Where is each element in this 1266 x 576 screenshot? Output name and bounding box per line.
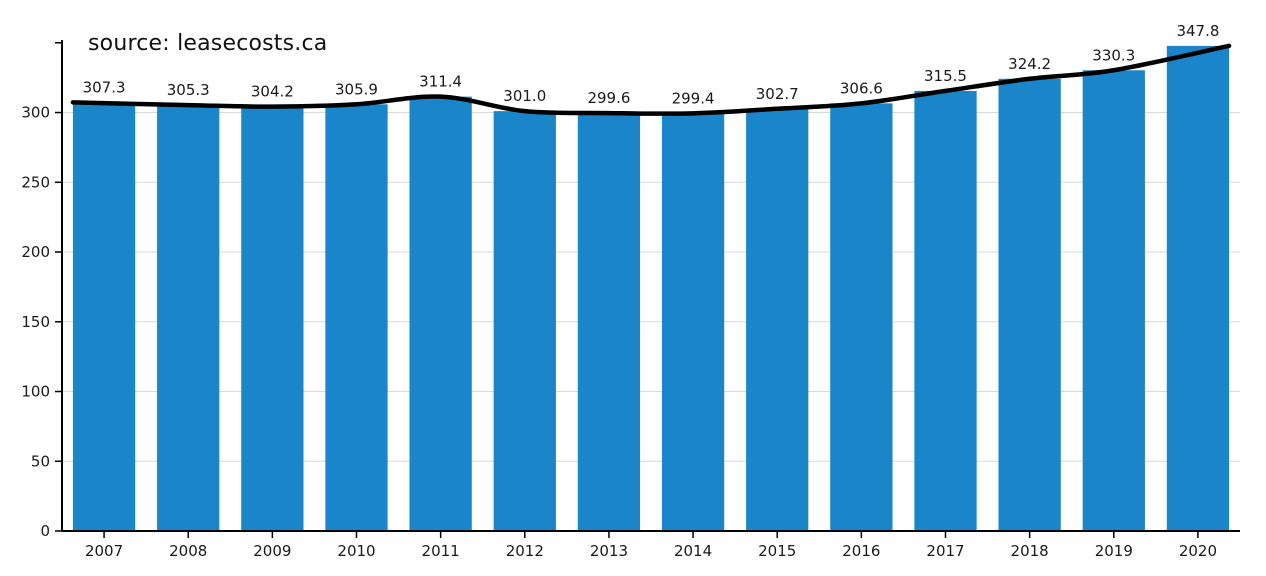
bar-value-label: 302.7 (756, 85, 799, 103)
x-tick-label: 2009 (253, 542, 291, 560)
bar (998, 78, 1061, 532)
bar (746, 108, 809, 532)
bar (1082, 70, 1145, 531)
bar-value-label: 304.2 (251, 83, 294, 101)
y-tick-label: 250 (21, 173, 50, 191)
x-tick-label: 2020 (1179, 542, 1217, 560)
bar-value-label: 305.9 (335, 80, 378, 98)
bar-value-label: 324.2 (1008, 55, 1051, 73)
x-tick-label: 2017 (926, 542, 964, 560)
y-tick-label: 200 (21, 243, 50, 261)
bar (493, 111, 556, 531)
bar (661, 113, 725, 531)
bar (409, 96, 472, 531)
x-tick-label: 2010 (337, 542, 375, 560)
y-tick-label: 150 (21, 313, 50, 331)
y-tick-label: 300 (21, 104, 50, 122)
x-tick-label: 2015 (758, 542, 796, 560)
x-tick-label: 2018 (1011, 542, 1049, 560)
bar-value-label: 315.5 (924, 67, 967, 85)
x-tick-label: 2019 (1095, 542, 1133, 560)
source-label: source: leasecosts.ca (88, 31, 328, 56)
trend-line (70, 43, 1232, 116)
x-tick-label: 2016 (842, 542, 880, 560)
x-tick-label: 2007 (85, 542, 123, 560)
bar (1166, 45, 1230, 532)
bar (325, 104, 388, 531)
bar-value-label: 299.6 (587, 89, 630, 107)
y-tick-label: 100 (21, 383, 50, 401)
bar-value-label: 301.0 (503, 87, 546, 105)
y-tick-label: 0 (40, 522, 50, 540)
x-tick-label: 2013 (590, 542, 628, 560)
bar-value-label: 299.4 (672, 89, 715, 107)
bar (157, 105, 220, 532)
x-tick-label: 2014 (674, 542, 712, 560)
x-tick-label: 2011 (422, 542, 460, 560)
x-tick-label: 2008 (169, 542, 207, 560)
bar (914, 90, 977, 531)
bar-value-label: 307.3 (83, 78, 126, 96)
bar-value-label: 306.6 (840, 79, 883, 97)
bar-value-label: 305.3 (167, 81, 210, 99)
bar-value-label: 311.4 (419, 73, 462, 91)
bar (830, 103, 893, 531)
bar-value-label: 330.3 (1092, 46, 1135, 64)
bar (72, 102, 136, 532)
bar (241, 106, 304, 531)
y-tick-label: 50 (31, 452, 50, 470)
bar-value-label: 347.8 (1176, 22, 1219, 40)
x-tick-label: 2012 (506, 542, 544, 560)
bar (577, 113, 641, 532)
